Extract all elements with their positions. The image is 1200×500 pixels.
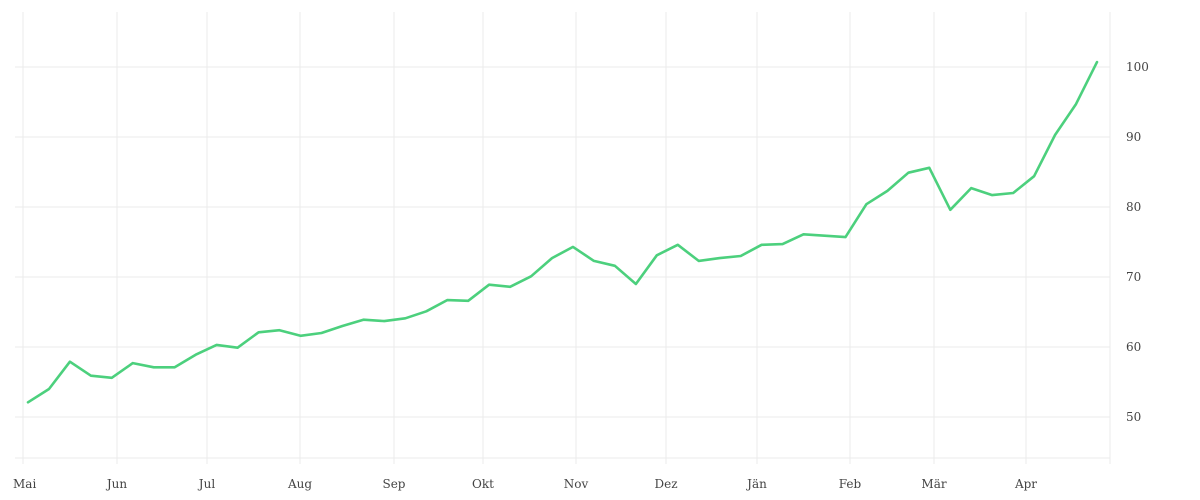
axis-lines xyxy=(15,12,1111,464)
y-tick-label: 90 xyxy=(1126,130,1141,144)
x-tick-label: Mär xyxy=(921,477,946,491)
x-tick-label: Jun xyxy=(105,477,128,491)
x-tick-label: Jul xyxy=(197,477,216,491)
x-axis-labels: Mai Jun Jul Aug Sep Okt Nov Dez Jän Feb Mär Apr xyxy=(13,477,1037,491)
y-tick-label: 80 xyxy=(1126,200,1141,214)
x-tick-label: Jän xyxy=(745,477,767,491)
chart-grid xyxy=(15,12,1110,464)
data-line xyxy=(26,60,1099,404)
y-tick-label: 100 xyxy=(1126,60,1149,74)
x-tick-label: Mai xyxy=(13,477,36,491)
x-tick-label: Okt xyxy=(472,477,494,491)
y-axis-labels: 50 60 70 80 90 100 xyxy=(1126,60,1149,424)
x-tick-label: Dez xyxy=(654,477,677,491)
x-tick-label: Apr xyxy=(1014,477,1037,491)
x-tick-label: Sep xyxy=(382,477,405,491)
x-tick-label: Nov xyxy=(564,477,589,491)
x-tick-label: Feb xyxy=(839,477,862,491)
y-tick-label: 70 xyxy=(1126,270,1141,284)
x-tick-label: Aug xyxy=(287,477,312,491)
y-tick-label: 60 xyxy=(1126,340,1141,354)
y-tick-label: 50 xyxy=(1126,410,1141,424)
